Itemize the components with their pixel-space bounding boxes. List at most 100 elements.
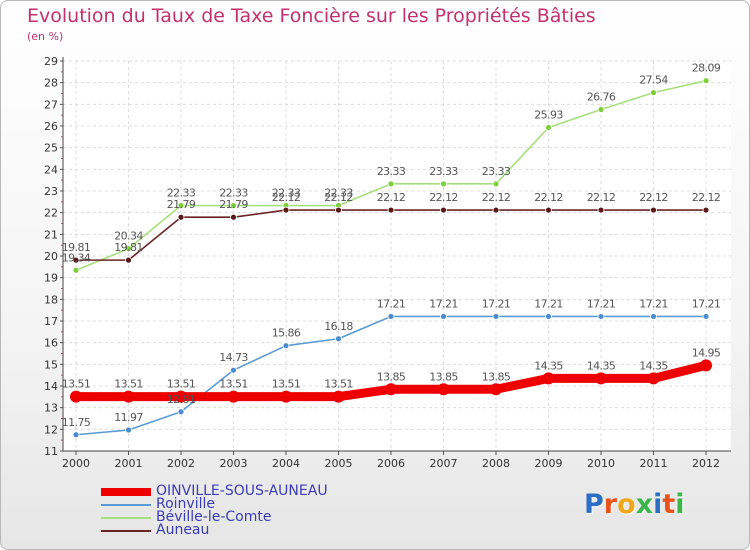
data-label: 16.18	[324, 320, 353, 333]
data-point	[230, 213, 237, 221]
data-label: 17.21	[377, 297, 406, 310]
data-point	[177, 408, 185, 416]
data-label: 23.33	[482, 165, 511, 178]
data-point	[440, 313, 447, 320]
data-label: 14.35	[534, 359, 563, 372]
data-point	[650, 313, 657, 320]
x-tick-label: 2003	[220, 457, 248, 470]
data-point	[335, 335, 342, 343]
data-point	[437, 383, 450, 396]
legend-label-oinville: OINVILLE-SOUS-AUNEAU	[156, 483, 328, 499]
logo-letter: r	[603, 489, 618, 520]
data-label: 22.12	[587, 191, 616, 204]
data-point	[595, 372, 607, 385]
data-point	[72, 431, 80, 439]
proxiti-logo: Proxiti	[584, 489, 685, 520]
data-label: 13.85	[377, 370, 406, 383]
y-tick-label: 13	[44, 402, 58, 415]
data-point	[702, 313, 710, 320]
data-label: 23.33	[429, 165, 458, 178]
y-tick-label: 15	[44, 358, 58, 371]
data-point	[387, 206, 395, 214]
legend-swatch-auneau	[101, 529, 151, 532]
x-tick-label: 2002	[167, 457, 195, 470]
x-tick-label: 2004	[272, 457, 300, 470]
data-label: 14.35	[587, 359, 616, 372]
data-point	[282, 206, 290, 214]
y-tick-label: 23	[44, 185, 58, 198]
data-label: 22.33	[324, 187, 353, 200]
y-tick-label: 25	[44, 142, 58, 155]
data-label: 19.81	[114, 241, 143, 254]
data-point	[177, 213, 185, 221]
data-label: 22.12	[482, 191, 511, 204]
data-point	[72, 266, 80, 274]
data-label: 17.21	[534, 297, 563, 310]
data-point	[72, 256, 80, 264]
data-label: 22.33	[272, 187, 301, 200]
data-label: 22.33	[167, 187, 196, 200]
data-point	[650, 206, 657, 214]
data-label: 14.73	[219, 351, 248, 364]
data-label: 13.51	[62, 378, 91, 391]
logo-letter: x	[635, 489, 654, 520]
legend-swatch-roinville	[101, 503, 151, 506]
data-point	[70, 390, 82, 403]
data-label: 13.85	[429, 370, 458, 383]
data-label: 21.79	[219, 198, 248, 211]
data-point	[385, 383, 397, 396]
logo-letter: i	[675, 489, 685, 520]
data-point	[545, 206, 552, 214]
data-point	[125, 426, 132, 434]
data-label: 17.21	[692, 297, 721, 310]
data-point	[125, 256, 132, 264]
y-tick-label: 11	[44, 445, 58, 458]
x-tick-label: 2006	[377, 457, 405, 470]
y-tick-label: 28	[44, 77, 58, 90]
y-tick-label: 20	[44, 250, 58, 263]
data-point	[332, 390, 345, 403]
logo-letter: i	[653, 489, 663, 520]
y-tick-label: 24	[44, 163, 58, 176]
data-point	[597, 106, 605, 113]
data-label: 14.35	[639, 359, 668, 372]
data-point	[122, 390, 135, 403]
data-point	[227, 390, 240, 403]
data-label: 22.12	[534, 191, 563, 204]
data-label: 28.09	[692, 62, 721, 75]
data-point	[440, 180, 447, 188]
data-point	[280, 390, 292, 403]
y-tick-label: 29	[44, 55, 58, 68]
legend-swatch-oinville	[101, 487, 151, 496]
data-point	[597, 206, 605, 214]
y-tick-label: 22	[44, 207, 58, 220]
data-point	[387, 313, 395, 320]
x-tick-label: 2012	[692, 457, 720, 470]
data-label: 17.21	[482, 297, 511, 310]
data-point	[492, 313, 500, 320]
logo-letter: t	[662, 489, 676, 520]
x-tick-label: 2000	[62, 457, 90, 470]
data-point	[387, 180, 395, 188]
legend-label-auneau: Auneau	[156, 522, 210, 538]
logo-letter: o	[617, 489, 636, 520]
data-label: 14.95	[692, 346, 721, 359]
data-label: 22.12	[324, 191, 353, 204]
data-label: 17.21	[587, 297, 616, 310]
data-point	[702, 206, 710, 214]
y-tick-label: 14	[44, 380, 58, 393]
data-point	[282, 342, 290, 350]
data-point	[125, 245, 132, 253]
data-label: 11.75	[62, 416, 91, 429]
y-tick-label: 16	[44, 337, 58, 350]
data-label: 25.93	[534, 109, 563, 122]
data-point	[440, 206, 447, 214]
y-tick-label: 26	[44, 120, 58, 133]
data-label: 22.12	[272, 191, 301, 204]
data-label: 22.33	[219, 187, 248, 200]
legend-label-beville: Béville-le-Comte	[156, 509, 272, 525]
data-label: 13.51	[219, 378, 248, 391]
data-point	[702, 77, 710, 85]
